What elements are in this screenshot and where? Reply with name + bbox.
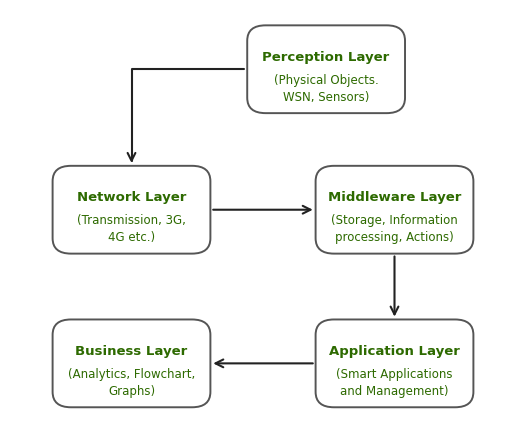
- Text: Application Layer: Application Layer: [329, 344, 460, 357]
- FancyBboxPatch shape: [53, 320, 210, 407]
- FancyBboxPatch shape: [53, 166, 210, 254]
- Text: Network Layer: Network Layer: [77, 191, 186, 204]
- Text: (Storage, Information
processing, Actions): (Storage, Information processing, Action…: [331, 214, 458, 244]
- Text: (Analytics, Flowchart,
Graphs): (Analytics, Flowchart, Graphs): [68, 367, 195, 397]
- FancyBboxPatch shape: [316, 320, 473, 407]
- FancyBboxPatch shape: [316, 166, 473, 254]
- Text: Business Layer: Business Layer: [75, 344, 188, 357]
- Text: (Transmission, 3G,
4G etc.): (Transmission, 3G, 4G etc.): [77, 214, 186, 244]
- Text: (Physical Objects.
WSN, Sensors): (Physical Objects. WSN, Sensors): [274, 74, 379, 103]
- Text: Middleware Layer: Middleware Layer: [328, 191, 461, 204]
- Text: (Smart Applications
and Management): (Smart Applications and Management): [336, 367, 453, 397]
- FancyBboxPatch shape: [247, 26, 405, 114]
- Text: Perception Layer: Perception Layer: [262, 50, 390, 64]
